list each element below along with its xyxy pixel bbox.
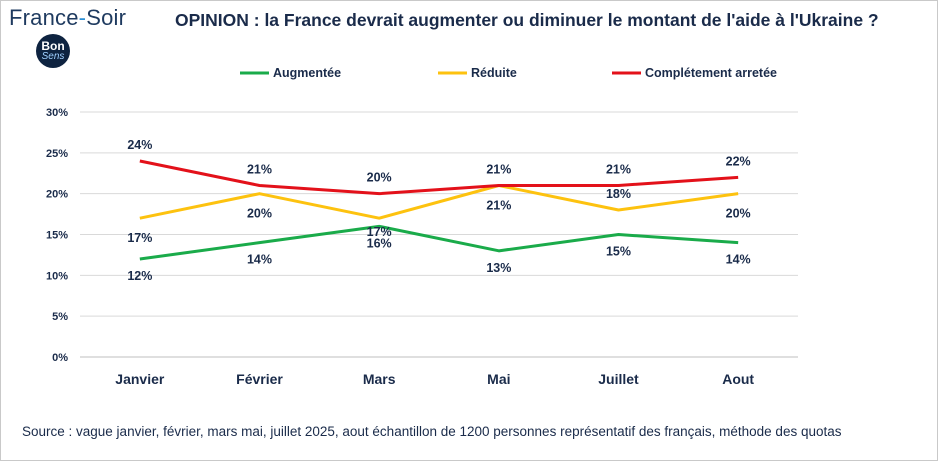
data-label: 20% <box>367 171 392 185</box>
data-label: 13% <box>486 261 511 275</box>
gridlines <box>80 111 798 358</box>
legend-label: Réduite <box>471 66 517 80</box>
y-tick-label: 5% <box>52 311 68 323</box>
data-label: 24% <box>127 138 152 152</box>
data-label: 14% <box>247 253 272 267</box>
data-label: 21% <box>486 163 511 177</box>
data-label: 16% <box>367 236 392 250</box>
data-label: 21% <box>247 163 272 177</box>
data-labels: 12% 14% 16% 13% 15% 14% 17% 20% 17% 21% 18% 20% 24% 2… <box>127 138 750 283</box>
data-label: 22% <box>726 154 751 168</box>
series-line <box>139 224 739 261</box>
x-tick-label: Mai <box>487 371 510 387</box>
y-tick-label: 15% <box>46 230 68 242</box>
series-line <box>139 159 739 196</box>
x-axis: Janvier Février Mars Mai Juillet Aout <box>115 371 754 387</box>
data-label: 14% <box>726 253 751 267</box>
x-tick-label: Février <box>236 371 283 387</box>
badge-line1: Bon <box>41 38 65 53</box>
series-line <box>139 184 739 220</box>
data-label: 17% <box>127 231 152 245</box>
y-axis: 0% 5% 10% 15% 20% 25% 30% <box>46 107 68 364</box>
y-tick-label: 10% <box>46 270 68 282</box>
data-label: 20% <box>726 207 751 221</box>
legend: Augmentée Réduite Complétement arretée <box>240 66 777 80</box>
x-tick-label: Aout <box>722 371 754 387</box>
data-label: 21% <box>486 199 511 213</box>
data-label: 21% <box>606 163 631 177</box>
y-tick-label: 0% <box>52 352 68 364</box>
y-tick-label: 20% <box>46 189 68 201</box>
x-tick-label: Juillet <box>598 371 639 387</box>
legend-label: Augmentée <box>273 66 341 80</box>
source-note: Source : vague janvier, février, mars ma… <box>22 424 842 439</box>
series-lines <box>139 159 739 261</box>
bon-sens-badge: Bon Sens <box>36 34 70 68</box>
y-tick-label: 30% <box>46 107 68 119</box>
legend-label: Complétement arretée <box>645 66 777 80</box>
data-label: 17% <box>367 225 392 239</box>
data-label: 20% <box>247 207 272 221</box>
data-label: 18% <box>606 187 631 201</box>
data-label: 15% <box>606 245 631 259</box>
y-tick-label: 25% <box>46 148 68 160</box>
badge-line2: Sens <box>41 50 65 62</box>
x-tick-label: Mars <box>363 371 396 387</box>
chart-title: OPINION : la France devrait augmenter ou… <box>175 10 879 30</box>
x-tick-label: Janvier <box>115 371 165 387</box>
line-chart: Augmentée Réduite Complétement arretée 0% 5… <box>46 66 798 387</box>
brand-logo: France-Soir <box>9 5 127 30</box>
data-label: 12% <box>127 269 152 283</box>
